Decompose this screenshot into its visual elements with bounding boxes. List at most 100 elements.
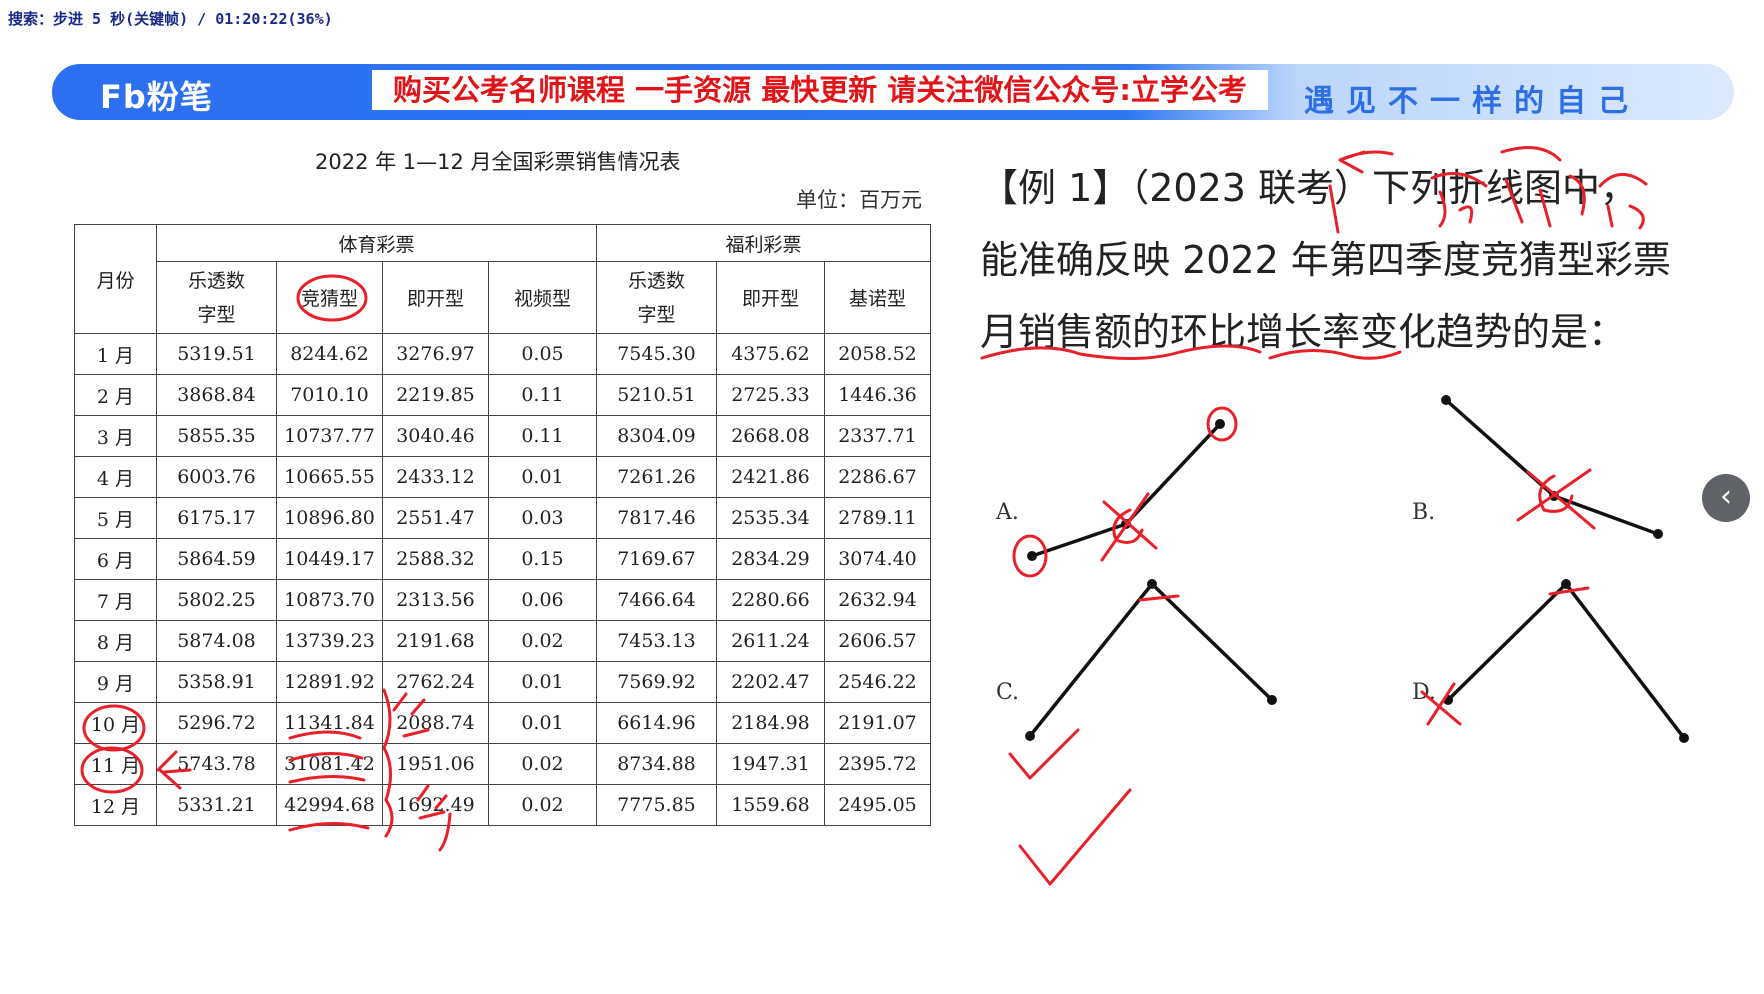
value-cell: 7010.10 — [276, 374, 383, 416]
value-cell: 8244.62 — [276, 333, 383, 375]
value-cell: 6003.76 — [156, 456, 277, 498]
value-cell: 2191.07 — [824, 702, 931, 744]
ink-annotations — [80, 146, 1648, 886]
value-cell: 0.05 — [488, 333, 597, 375]
value-cell: 2789.11 — [824, 497, 931, 539]
welfare-lottery-header: 福利彩票 — [596, 224, 931, 262]
value-cell: 2058.52 — [824, 333, 931, 375]
note-mark — [392, 692, 452, 852]
value-cell: 5331.21 — [156, 784, 277, 826]
table-row: 6 月 5864.59 10449.17 2588.32 0.15 7169.67 2834… — [74, 538, 931, 580]
value-cell: 13739.23 — [276, 620, 383, 662]
value-cell: 4375.62 — [716, 333, 825, 375]
value-cell: 5743.78 — [156, 743, 277, 785]
arrow-mark — [156, 750, 192, 790]
col-header: 乐透数字型 — [156, 261, 277, 334]
table-unit: 单位：百万元 — [796, 188, 922, 212]
note-mark — [1500, 146, 1586, 228]
circle-mark — [80, 746, 144, 794]
value-cell: 5358.91 — [156, 661, 277, 703]
value-cell: 5864.59 — [156, 538, 277, 580]
table-row: 3 月 5855.35 10737.77 3040.46 0.11 8304.09 2668… — [74, 415, 931, 457]
value-cell: 7169.67 — [596, 538, 717, 580]
month-header: 月份 — [74, 224, 157, 334]
value-cell: 2762.24 — [382, 661, 489, 703]
month-cell: 11 月 — [74, 743, 157, 785]
month-cell: 6 月 — [74, 538, 157, 580]
arrow-mark — [1328, 150, 1394, 234]
note-mark — [1598, 173, 1648, 230]
value-cell: 5874.08 — [156, 620, 277, 662]
circle-mark — [1206, 406, 1238, 442]
value-cell: 0.15 — [488, 538, 597, 580]
value-cell: 1692.49 — [382, 784, 489, 826]
value-cell: 7569.92 — [596, 661, 717, 703]
option-c-label[interactable]: C. — [996, 680, 1020, 705]
value-cell: 10665.55 — [276, 456, 383, 498]
value-cell: 2088.74 — [382, 702, 489, 744]
circle-mark — [1012, 534, 1048, 578]
underline-mark — [980, 344, 1262, 361]
value-cell: 31081.42 — [276, 743, 383, 785]
option-a-graph — [1030, 422, 1222, 558]
value-cell: 2191.68 — [382, 620, 489, 662]
value-cell: 10896.80 — [276, 497, 383, 539]
value-cell: 6175.17 — [156, 497, 277, 539]
col-header: 即开型 — [382, 261, 489, 334]
value-cell: 2551.47 — [382, 497, 489, 539]
value-cell: 8304.09 — [596, 415, 717, 457]
month-cell: 9 月 — [74, 661, 157, 703]
ad-text: 购买公考名师课程 一手资源 最快更新 请关注微信公众号:立学公考 — [372, 70, 1268, 110]
cross-mark — [1420, 682, 1462, 726]
value-cell: 2588.32 — [382, 538, 489, 580]
value-cell: 11341.84 — [276, 702, 383, 744]
value-cell: 3040.46 — [382, 415, 489, 457]
value-cell: 2421.86 — [716, 456, 825, 498]
month-cell: 7 月 — [74, 579, 157, 621]
tick-mark — [1138, 586, 1590, 602]
value-cell: 5319.51 — [156, 333, 277, 375]
month-cell: 12 月 — [74, 784, 157, 826]
value-cell: 0.11 — [488, 374, 597, 416]
value-cell: 2535.34 — [716, 497, 825, 539]
fenbi-logo: Fb粉笔 — [100, 78, 213, 116]
option-a-label[interactable]: A. — [996, 500, 1019, 525]
table-row: 1 月 5319.51 8244.62 3276.97 0.05 7545.30 4375.… — [74, 333, 931, 375]
underline-mark — [288, 730, 370, 832]
option-b-graph — [1444, 398, 1660, 536]
underline-mark — [1268, 349, 1402, 360]
value-cell: 2495.05 — [824, 784, 931, 826]
prev-slide-button[interactable]: ‹ — [1702, 474, 1750, 522]
value-cell: 3074.40 — [824, 538, 931, 580]
option-d-graph — [1446, 581, 1686, 740]
value-cell: 0.02 — [488, 743, 597, 785]
month-cell: 3 月 — [74, 415, 157, 457]
value-cell: 0.02 — [488, 620, 597, 662]
value-cell: 2546.22 — [824, 661, 931, 703]
value-cell: 7453.13 — [596, 620, 717, 662]
value-cell: 0.11 — [488, 415, 597, 457]
question-text: 【例 1】（2023 联考）下列折线图中， 能准确反映 2022 年第四季度竞猜… — [980, 152, 1700, 368]
value-cell: 2611.24 — [716, 620, 825, 662]
bracket-mark — [382, 688, 394, 838]
col-header: 基诺型 — [824, 261, 931, 334]
value-cell: 1951.06 — [382, 743, 489, 785]
check-mark — [1018, 788, 1132, 886]
circle-mark — [296, 274, 368, 322]
value-cell: 6614.96 — [596, 702, 717, 744]
value-cell: 2395.72 — [824, 743, 931, 785]
option-b-label[interactable]: B. — [1412, 500, 1436, 525]
table-row: 4 月 6003.76 10665.55 2433.12 0.01 7261.26 2421… — [74, 456, 931, 498]
month-cell: 5 月 — [74, 497, 157, 539]
value-cell: 7817.46 — [596, 497, 717, 539]
question-line: 能准确反映 2022 年第四季度竞猜型彩票 — [980, 238, 1671, 282]
value-cell: 5210.51 — [596, 374, 717, 416]
circle-mark — [82, 704, 146, 752]
note-mark — [1430, 172, 1488, 228]
value-cell: 2433.12 — [382, 456, 489, 498]
chevron-left-icon: ‹ — [1720, 479, 1732, 514]
cross-mark — [1100, 492, 1158, 562]
table-title: 2022 年 1—12 月全国彩票销售情况表 — [315, 150, 681, 174]
table-row: 8 月 5874.08 13739.23 2191.68 0.02 7453.13 2611… — [74, 620, 931, 662]
